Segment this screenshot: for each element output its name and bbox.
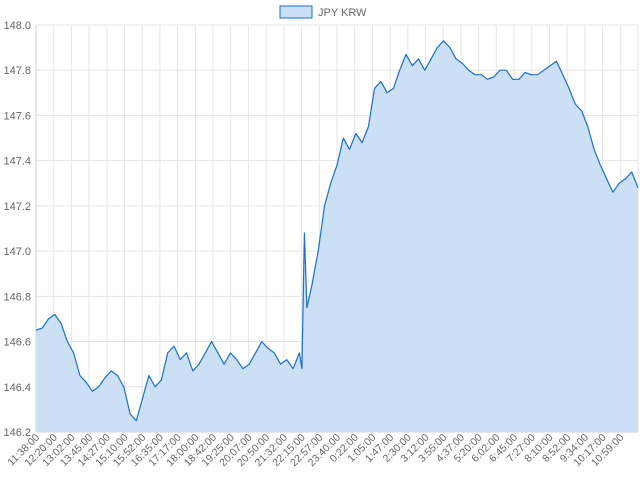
- y-tick-label: 147.4: [3, 156, 31, 168]
- y-tick-label: 147.2: [3, 201, 31, 213]
- series-area: [35, 40, 639, 433]
- legend[interactable]: JPY KRW: [279, 5, 367, 19]
- y-tick-label: 148.0: [3, 20, 31, 32]
- y-axis-ticks: 148.0 147.8 147.6 147.4 147.2 147.0 146.8 146.6…: [3, 20, 31, 439]
- series-fill: [36, 40, 638, 433]
- series-line: [35, 40, 639, 422]
- y-tick-label: 146.6: [3, 337, 31, 349]
- y-tick-label: 147.6: [3, 110, 31, 122]
- y-tick-label: 146.2: [3, 427, 31, 439]
- y-tick-label: 146.8: [3, 291, 31, 303]
- legend-swatch: [279, 5, 313, 19]
- y-tick-label: 146.4: [3, 382, 31, 394]
- x-axis-ticks: 11:38:0012:20:0013:02:0013:45:0014:27:00…: [5, 432, 626, 470]
- y-tick-label: 147.8: [3, 65, 31, 77]
- legend-label: JPY KRW: [318, 7, 367, 19]
- y-tick-label: 147.0: [3, 246, 31, 258]
